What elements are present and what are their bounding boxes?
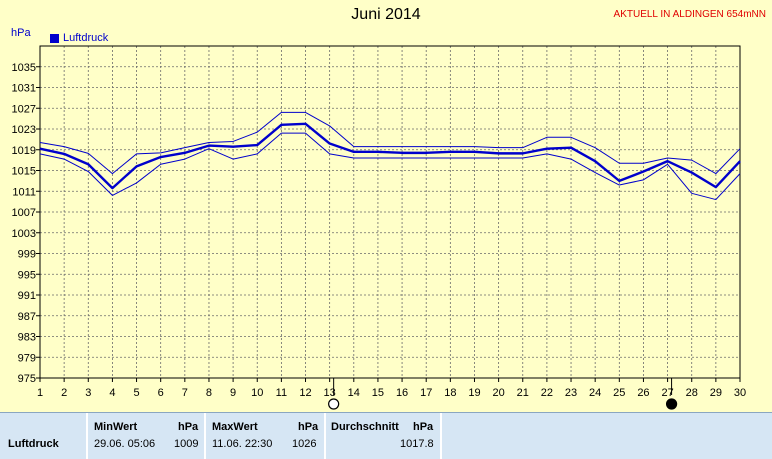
y-tick-label: 1007 [12, 207, 36, 219]
chart-title: Juni 2014 [351, 6, 421, 23]
x-tick-label: 14 [348, 387, 360, 399]
y-axis-unit: hPa [11, 27, 31, 39]
avg-unit: hPa [413, 421, 434, 433]
max-datetime: 11.06. 22:30 [212, 438, 273, 450]
y-tick-label: 1019 [12, 145, 36, 157]
stats-avg-col: Durchschnitt hPa 1017.8 [326, 413, 442, 459]
x-tick-label: 23 [565, 387, 577, 399]
y-tick-label: 1027 [12, 103, 36, 115]
x-tick-label: 9 [230, 387, 236, 399]
x-tick-label: 6 [158, 387, 164, 399]
y-tick-label: 987 [18, 311, 36, 323]
x-tick-label: 26 [637, 387, 649, 399]
x-tick-label: 4 [109, 387, 115, 399]
avg-header: Durchschnitt [331, 421, 399, 433]
min-unit: hPa [178, 421, 199, 433]
x-tick-label: 18 [444, 387, 456, 399]
x-tick-label: 22 [541, 387, 553, 399]
min-datetime: 29.06. 05:06 [94, 438, 156, 450]
x-tick-label: 2 [61, 387, 67, 399]
avg-value: 1017.8 [400, 438, 434, 450]
max-header: MaxWert [212, 421, 258, 433]
x-tick-label: 15 [372, 387, 384, 399]
min-header: MinWert [94, 421, 138, 433]
x-tick-label: 29 [710, 387, 722, 399]
legend-swatch [50, 33, 59, 43]
y-tick-label: 979 [18, 352, 36, 364]
legend: Luftdruck [50, 32, 108, 44]
legend-label: Luftdruck [63, 32, 109, 44]
x-tick-label: 19 [468, 387, 480, 399]
x-tick-label: 30 [734, 387, 746, 399]
stats-row-label: Luftdruck [8, 438, 59, 450]
series-line-min [39, 132, 741, 201]
x-tick-label: 10 [251, 387, 263, 399]
max-unit: hPa [298, 421, 319, 433]
station-label: AKTUELL IN ALDINGEN 654mNN [613, 9, 766, 20]
y-tick-label: 975 [18, 373, 36, 385]
chart-area: Juni 2014 AKTUELL IN ALDINGEN 654mNN hPa… [11, 6, 766, 410]
full-moon-icon [328, 398, 340, 410]
new-moon-icon [665, 398, 678, 410]
x-tick-label: 7 [182, 387, 188, 399]
y-tick-label: 991 [18, 290, 36, 302]
stats-max-col: MaxWert hPa 11.06. 22:30 1026 [206, 413, 326, 459]
max-value: 1026 [292, 438, 317, 450]
y-tick-label: 1031 [12, 83, 36, 95]
x-tick-label: 27 [661, 387, 673, 399]
y-tick-label: 1011 [12, 186, 36, 198]
y-tick-label: 1015 [12, 166, 36, 178]
x-tick-label: 24 [589, 387, 601, 399]
x-tick-label: 21 [517, 387, 529, 399]
x-tick-label: 17 [420, 387, 432, 399]
y-tick-label: 983 [18, 332, 36, 344]
series-line-max [39, 111, 741, 175]
y-tick-label: 1035 [12, 62, 36, 74]
series-line-luftdruck [39, 122, 741, 190]
y-tick-label: 999 [18, 249, 36, 261]
x-tick-label: 25 [613, 387, 625, 399]
x-tick-label: 13 [324, 387, 336, 399]
stats-min-col: MinWert hPa 29.06. 05:06 1009 [88, 413, 206, 459]
x-tick-label: 11 [276, 387, 287, 399]
x-tick-label: 1 [37, 387, 43, 399]
y-tick-label: 995 [18, 269, 36, 281]
x-tick-label: 16 [396, 387, 408, 399]
x-tick-label: 8 [206, 387, 212, 399]
x-tick-label: 20 [492, 387, 504, 399]
y-tick-label: 1023 [12, 124, 36, 136]
x-tick-label: 28 [686, 387, 698, 399]
plot-frame [39, 45, 741, 379]
stats-panel: Luftdruck MinWert hPa 29.06. 05:06 1009 … [0, 412, 772, 459]
plot-svg: 9759799839879919959991003100710111015101… [12, 45, 746, 410]
x-tick-label: 5 [133, 387, 139, 399]
y-tick-label: 1003 [12, 228, 36, 240]
min-value: 1009 [174, 438, 199, 450]
x-tick-label: 12 [299, 387, 311, 399]
stats-label-col: Luftdruck [0, 413, 88, 459]
x-tick-label: 3 [85, 387, 91, 399]
